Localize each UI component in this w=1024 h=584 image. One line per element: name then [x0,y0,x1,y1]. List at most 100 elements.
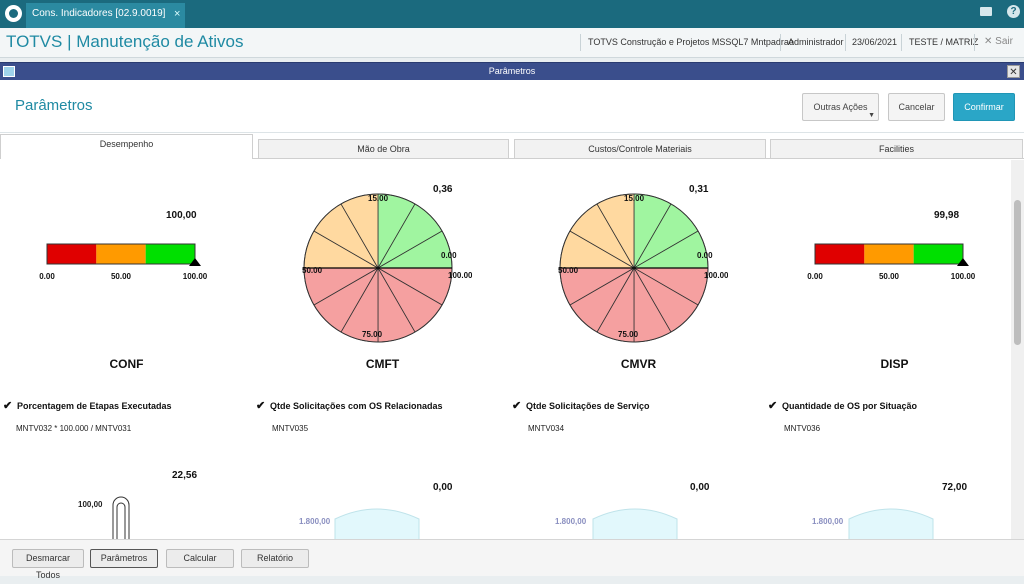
dialog-titlebar: Parâmetros ✕ [0,62,1024,80]
tab-mao-de-obra[interactable]: Mão de Obra [258,139,509,159]
window-titlebar: Cons. Indicadores [02.9.0019] × ? [0,0,1024,28]
formula-label: MNTV034 [528,424,565,433]
indicator-value: 0,00 [433,482,453,493]
company-label: TOTVS Construção e Projetos MSSQL7 Mntpa… [588,37,794,47]
indicator-name: CMVR [620,357,657,371]
indicator-name: DISP [880,357,909,371]
app-title: TOTVS | Manutenção de Ativos [6,32,244,51]
calculate-button[interactable]: Calcular [166,549,234,568]
exit-label: Sair [995,36,1013,47]
scale-label: 1.800,00 [299,517,331,526]
other-actions-button[interactable]: Outras Ações ▼ [802,93,879,121]
tick-label: 100.00 [448,271,472,280]
gauge-segment [913,244,963,264]
divider [901,34,902,51]
tab-close-icon[interactable]: × [174,8,181,20]
pie-gauge: 15.00 0.00 50.00 100.00 75.00 [302,193,472,343]
divider [0,158,1024,159]
help-icon[interactable]: ? [1007,5,1020,18]
vertical-scrollbar[interactable] [1011,160,1024,540]
tick-label: 50.00 [879,272,900,281]
tab-facilities[interactable]: Facilities [770,139,1023,159]
parameters-button[interactable]: Parâmetros [90,549,158,568]
scale-label: 1.800,00 [812,517,844,526]
dialog-bar-title: Parâmetros [488,66,536,76]
tick-label: 50.00 [302,266,323,275]
app-header: TOTVS | Manutenção de Ativos TOTVS Const… [0,28,1024,58]
indicator-value: 22,56 [172,470,198,481]
checkmark-icon: ✔ [3,400,13,412]
tab-desempenho[interactable]: Desempenho [0,134,253,159]
checkmark-icon: ✔ [256,400,266,412]
date-label: 23/06/2021 [852,37,898,47]
indicator-value: 72,00 [942,482,968,493]
formula-label: MNTV032 * 100.000 / MNTV031 [16,424,132,433]
tick-label: 15.00 [624,194,645,203]
divider [780,34,781,51]
tab-custos[interactable]: Custos/Controle Materiais [514,139,766,159]
gauge-segment [864,244,914,264]
checkbox-solicitacoes-servico[interactable]: ✔ Qtde Solicitações de Serviço [512,400,650,412]
checkbox-label: Porcentagem de Etapas Executadas [17,401,172,411]
indicator-name: CONF [109,357,144,371]
deselect-all-button[interactable]: Desmarcar Todos [12,549,84,580]
divider [845,34,846,51]
checkmark-icon: ✔ [512,400,522,412]
bar-gauge: 0.00 50.00 100.00 [807,243,976,281]
gauge-segment [815,244,865,264]
confirm-button[interactable]: Confirmar [953,93,1015,121]
gauge-pointer [189,258,201,266]
user-label: Administrador [788,37,844,47]
tick-label: 0.00 [697,251,713,260]
tank-gauge [334,508,420,540]
pie-gauge: 15.00 0.00 50.00 100.00 75.00 [558,193,728,343]
exit-button[interactable]: ✕ Sair [984,36,1013,47]
checkbox-label: Qtde Solicitações com OS Relacionadas [270,401,443,411]
checkbox-label: Quantidade de OS por Situação [782,401,918,411]
divider [0,132,1024,133]
cancel-button[interactable]: Cancelar [888,93,945,121]
parameters-dialog: Parâmetros Outras Ações ▼ Cancelar Confi… [0,80,1024,580]
tick-label: 50.00 [111,272,132,281]
indicator-value: 0,36 [433,184,453,195]
gauge-frame [46,243,196,265]
indicator-value: 0,00 [690,482,710,493]
tick-label: 0.00 [39,272,55,281]
tick-label: 0.00 [441,251,457,260]
tick-label: 0.00 [807,272,823,281]
gauge-segment [145,244,195,264]
mail-icon[interactable] [980,7,992,16]
tick-label: 100.00 [951,272,976,281]
tick-label: 50.00 [558,266,579,275]
tank-gauge [592,508,678,540]
gauge-pointer [956,258,969,266]
divider [974,34,975,51]
indicator-value: 0,31 [689,184,709,195]
branch-label: TESTE / MATRIZ [909,37,979,47]
tab-cons-indicadores[interactable]: Cons. Indicadores [02.9.0019] × [26,3,186,28]
tank-gauge [848,508,934,540]
checkbox-solicitacoes-os[interactable]: ✔ Qtde Solicitações com OS Relacionadas [256,400,443,412]
indicator-value: 100,00 [166,210,197,221]
report-button[interactable]: Relatório [241,549,309,568]
scale-label: 1.800,00 [555,517,587,526]
thermometer-gauge [112,496,130,540]
indicator-value: 99,98 [934,210,960,221]
tab-label: Cons. Indicadores [02.9.0019] [32,8,166,19]
close-icon[interactable]: ✕ [1007,65,1020,78]
checkbox-label: Qtde Solicitações de Serviço [526,401,650,411]
scrollbar-thumb[interactable] [1014,200,1021,345]
tick-label: 15.00 [368,194,389,203]
bar-gauge: 0.00 50.00 100.00 [39,243,208,281]
footer-bar: Desmarcar Todos Parâmetros Calcular Rela… [0,539,1024,580]
divider [580,34,581,51]
checkbox-etapas[interactable]: ✔ Porcentagem de Etapas Executadas [3,400,172,412]
totvs-logo-icon [5,5,22,22]
tick-label: 100.00 [183,272,208,281]
gauge-segment [96,244,146,264]
checkbox-os-situacao[interactable]: ✔ Quantidade de OS por Situação [768,401,918,412]
gauge-segment [47,244,97,264]
window-icon [3,66,15,77]
chevron-down-icon: ▼ [868,112,875,119]
indicator-name: CMFT [365,357,400,371]
